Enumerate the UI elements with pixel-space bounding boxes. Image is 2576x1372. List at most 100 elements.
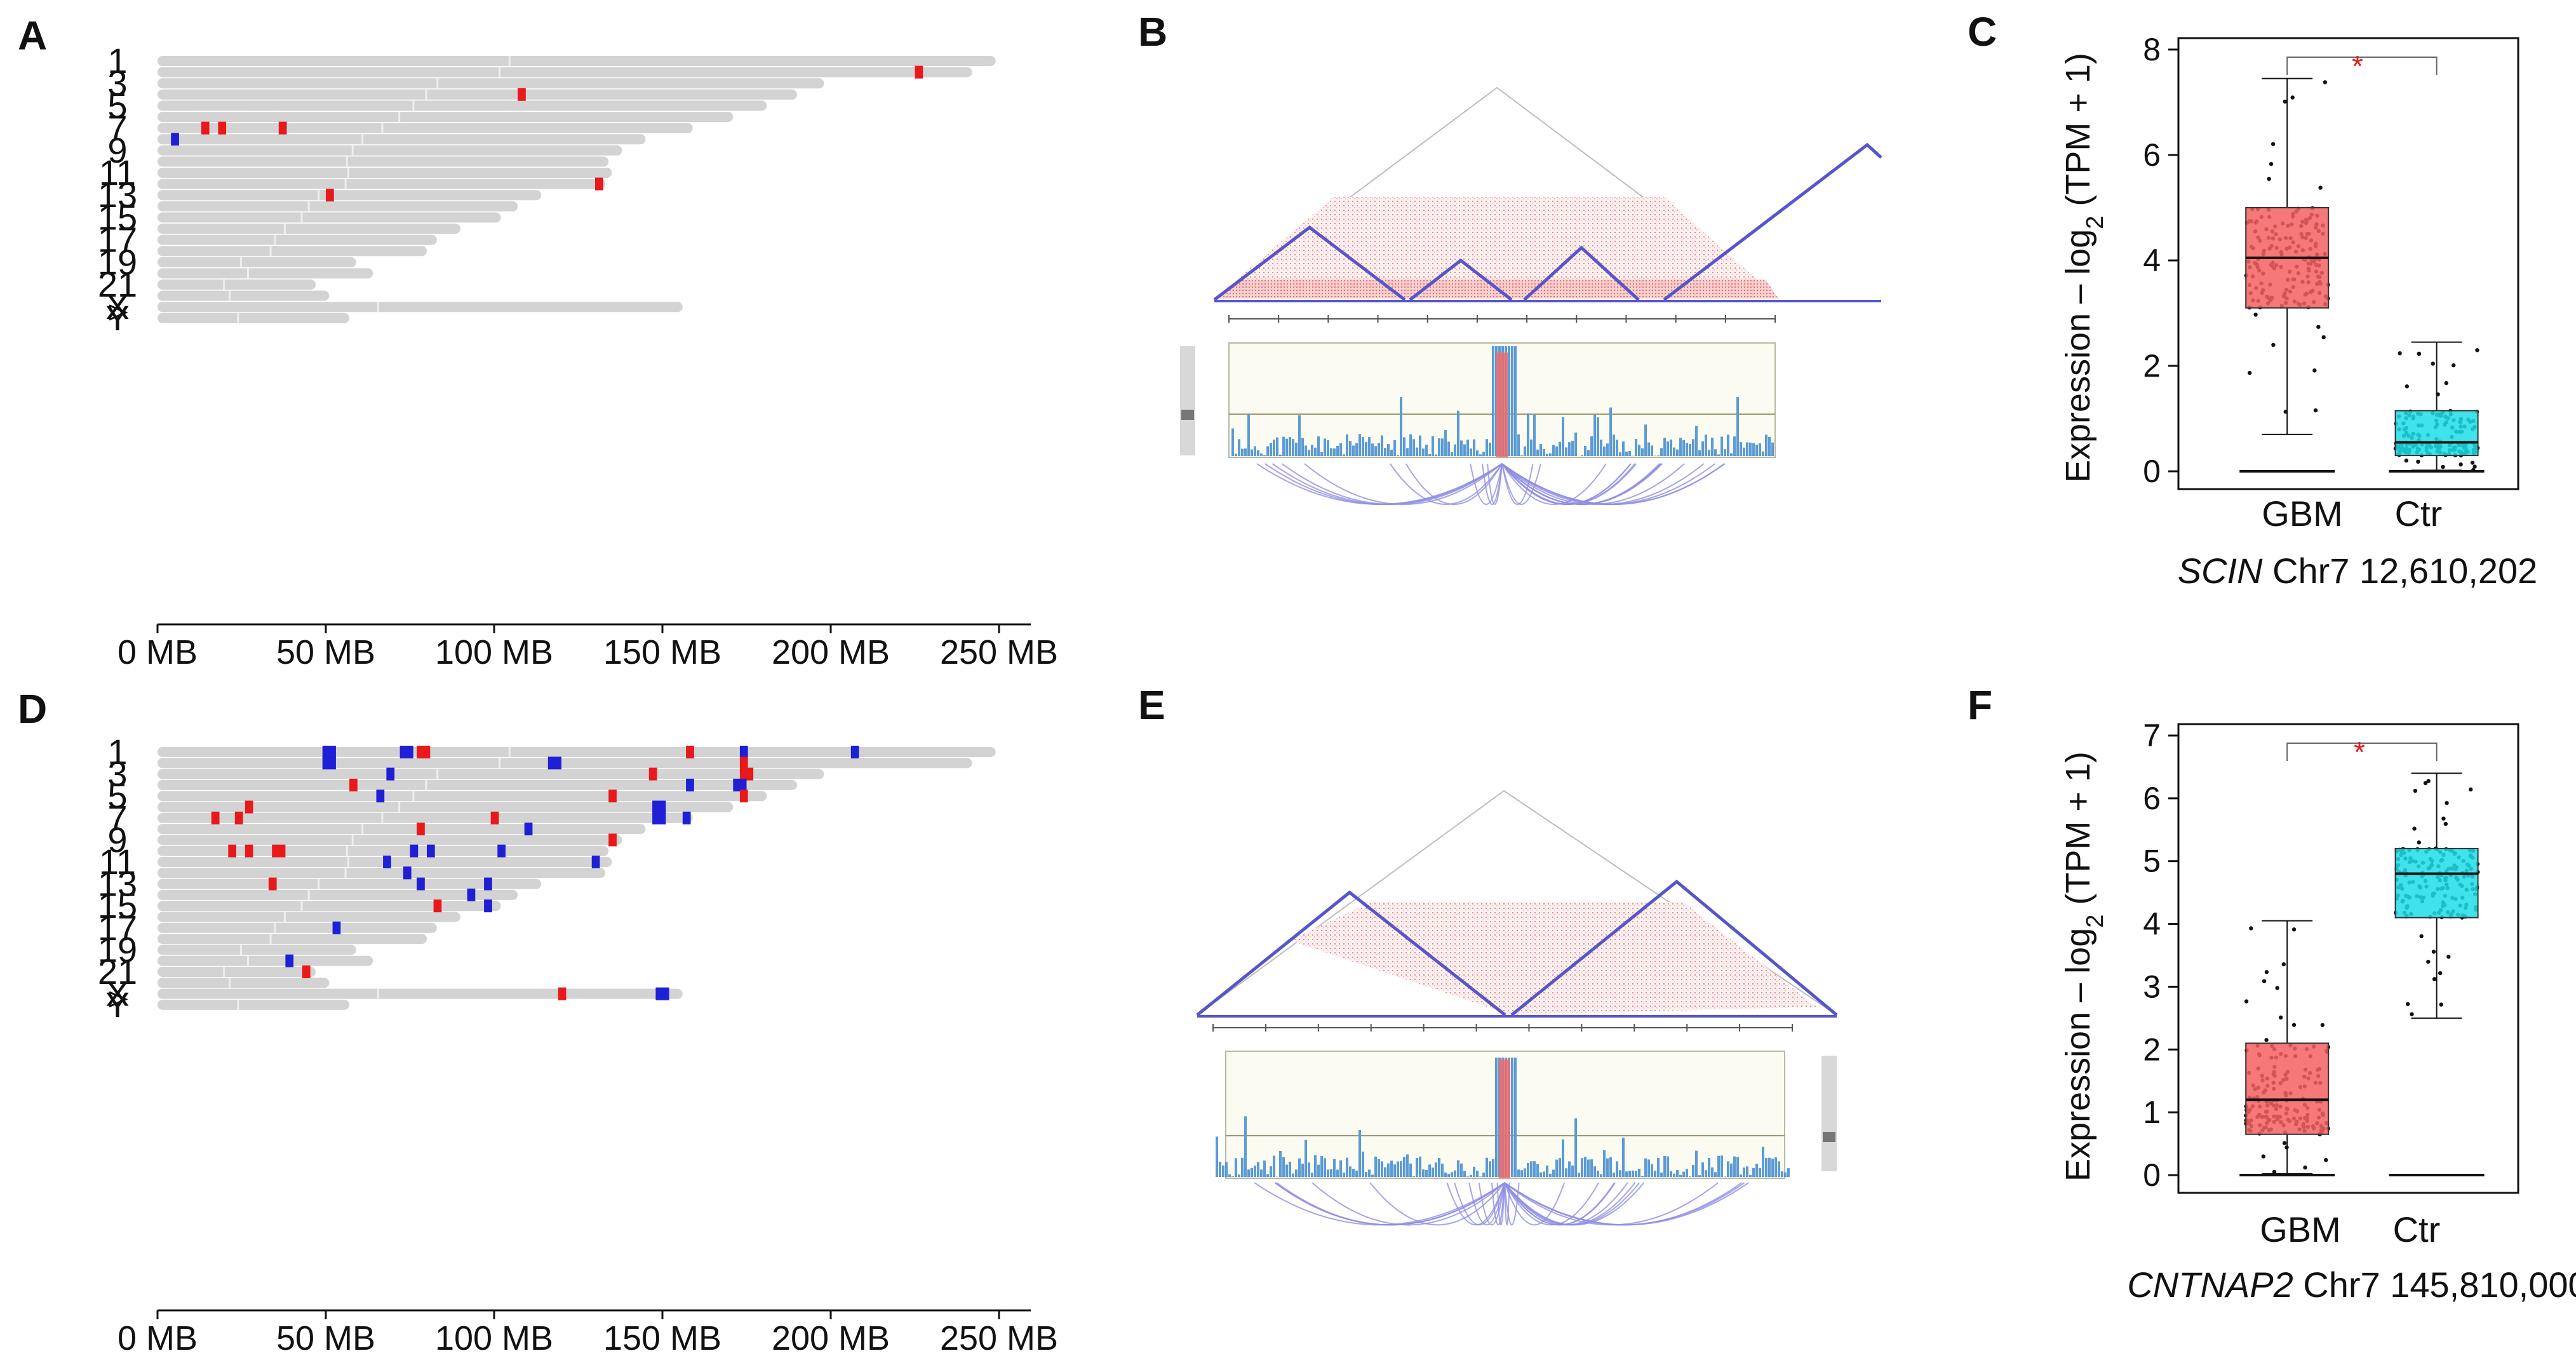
boxplot-f-frame xyxy=(2177,723,2519,1194)
signal-bar xyxy=(1492,346,1494,456)
marker-blue xyxy=(591,856,600,868)
signal-bar xyxy=(1517,1169,1520,1177)
chrom-label: 11 xyxy=(99,842,136,882)
signal-bar xyxy=(1686,443,1688,456)
signal-bar xyxy=(1492,1159,1494,1177)
signal-bar xyxy=(1692,439,1694,456)
data-point xyxy=(2323,80,2328,84)
interaction-arc xyxy=(1256,463,1503,505)
data-point xyxy=(2445,800,2449,805)
signal-bar xyxy=(1568,442,1571,456)
marker-blue xyxy=(383,856,391,868)
signal-bar xyxy=(1546,454,1548,456)
x-tick-label: 150 MB xyxy=(603,1319,721,1357)
signal-bar xyxy=(1397,455,1399,456)
data-point xyxy=(2272,1169,2277,1174)
signal-bar xyxy=(1457,410,1459,456)
signal-bar xyxy=(1740,1174,1742,1177)
data-point xyxy=(2271,142,2276,146)
chromosome-bar xyxy=(158,812,693,823)
data-point xyxy=(2459,462,2463,467)
data-point xyxy=(2261,1154,2265,1159)
interaction-arc xyxy=(1446,1182,1505,1226)
signal-bar xyxy=(1670,1171,1672,1177)
signal-bar xyxy=(1676,1169,1679,1177)
signal-bar xyxy=(1486,439,1488,456)
chromosome-bar xyxy=(158,290,330,301)
signal-bar xyxy=(1320,452,1323,456)
signal-bar xyxy=(1559,441,1561,456)
signal-bar xyxy=(1292,1173,1294,1177)
chromosome-bar xyxy=(158,56,996,66)
signal-bar xyxy=(1330,1169,1332,1177)
signal-bar xyxy=(1482,1173,1485,1177)
chrom-label: 7 xyxy=(107,798,127,838)
signal-bar xyxy=(1349,441,1352,456)
signal-bar xyxy=(1314,447,1317,456)
signal-bar xyxy=(1266,446,1269,456)
signal-bar xyxy=(1517,434,1520,456)
chromosome-bar xyxy=(158,868,605,878)
signal-bar xyxy=(1454,444,1456,456)
signal-bar xyxy=(1651,445,1653,456)
signal-bar xyxy=(1768,1157,1771,1177)
plot-frame xyxy=(2177,37,2519,490)
boxplot-c-boxes xyxy=(2239,57,2485,473)
signal-bar xyxy=(1527,1163,1529,1177)
signal-bar xyxy=(1384,448,1386,456)
signal-bar xyxy=(1381,435,1383,456)
signal-bar xyxy=(1606,443,1609,456)
signal-bar xyxy=(1470,1174,1472,1177)
chromosome-bar xyxy=(158,922,437,933)
significance-star: * xyxy=(2354,736,2365,769)
signal-bar xyxy=(1711,438,1714,456)
signal-bar xyxy=(1238,439,1240,456)
interaction-arc xyxy=(1501,463,1685,505)
chromosome-bar xyxy=(158,945,356,955)
signal-bar xyxy=(1355,443,1358,456)
marker-blue xyxy=(739,746,748,758)
signal-bar xyxy=(1587,450,1590,456)
signal-bar xyxy=(1543,448,1545,456)
data-point xyxy=(2405,1002,2410,1006)
data-point xyxy=(2419,934,2424,939)
interaction-arc xyxy=(1405,463,1503,505)
boxplot-f-caption: CNTNAP2 Chr7 145,810,000 xyxy=(2127,1265,2576,1305)
signal-bar xyxy=(1260,453,1263,456)
signal-bar xyxy=(1254,446,1256,456)
signal-bar xyxy=(1667,1156,1669,1177)
marker-red xyxy=(648,767,657,781)
signal-bar xyxy=(1238,1174,1240,1177)
signal-bar xyxy=(1587,1159,1590,1177)
signal-bar xyxy=(1743,447,1745,456)
signal-bar xyxy=(1463,444,1466,456)
signal-bar xyxy=(1619,452,1621,456)
signal-bar xyxy=(1670,439,1672,456)
signal-bar xyxy=(1327,440,1329,456)
signal-bar xyxy=(1590,1159,1593,1177)
signal-bar xyxy=(1336,1169,1339,1177)
signal-bar xyxy=(1705,1170,1707,1177)
boxplot-f-cat-gbm: GBM xyxy=(2260,1209,2341,1249)
data-point xyxy=(2404,458,2409,463)
signal-bar xyxy=(1305,1140,1307,1177)
signal-bar xyxy=(1689,443,1691,456)
signal-bar xyxy=(1374,1156,1377,1177)
x-tick-label: 150 MB xyxy=(603,633,721,671)
signal-bar xyxy=(1724,449,1726,456)
data-point xyxy=(2290,95,2295,100)
signal-bar xyxy=(1736,397,1739,456)
x-tick-label: 250 MB xyxy=(940,1319,1058,1357)
y-tick-label: 7 xyxy=(2143,718,2161,753)
marker-red xyxy=(268,877,277,891)
signal-bar xyxy=(1466,1176,1469,1177)
chromosome-bar xyxy=(158,212,501,223)
karyotype-d-chromosomes xyxy=(158,747,996,1010)
chromosome-bar xyxy=(158,302,683,313)
signal-bar xyxy=(1552,1169,1555,1177)
data-point xyxy=(2281,962,2286,967)
marker-blue xyxy=(322,757,336,770)
chromosome-bar xyxy=(158,878,542,889)
signal-bar xyxy=(1355,1170,1358,1177)
signal-bar xyxy=(1514,346,1517,456)
